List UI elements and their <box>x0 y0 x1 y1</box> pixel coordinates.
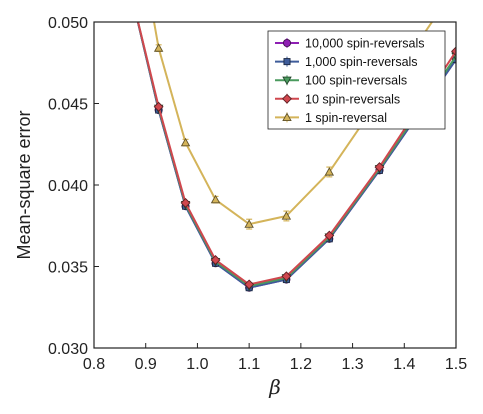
legend-marker <box>283 58 291 66</box>
data-point <box>153 101 164 112</box>
y-tick-label: 0.030 <box>48 341 88 358</box>
legend-marker <box>282 76 292 86</box>
y-axis-label: Mean-square error <box>14 110 34 259</box>
data-point <box>281 211 292 220</box>
x-ticks: 0.8 0.9 1.0 1.1 1.2 1.3 1.4 1.5 <box>83 343 467 373</box>
legend-item-4: 10 spin-reversals <box>275 92 400 106</box>
legend-item-1: 10,000 spin-reversals <box>275 37 425 51</box>
data-point <box>324 230 335 241</box>
legend-marker <box>282 38 292 48</box>
data-point <box>153 43 164 52</box>
series-layer <box>136 22 456 292</box>
legend-marker <box>282 93 292 104</box>
legend: 10,000 spin-reversals 1,000 spin-reversal… <box>267 30 446 130</box>
data-point <box>451 46 456 57</box>
x-tick-label: 1.4 <box>393 356 415 373</box>
legend-label: 1,000 spin-reversals <box>305 55 418 69</box>
data-point <box>324 167 335 176</box>
legend-label: 10 spin-reversals <box>305 92 400 106</box>
y-ticks: 0.030 0.035 0.040 0.045 0.050 <box>48 15 99 358</box>
legend-item-5: 1 spin-reversal <box>275 111 387 125</box>
data-point <box>244 219 254 228</box>
data-point <box>281 271 292 282</box>
data-point <box>244 279 255 290</box>
data-point <box>180 197 191 208</box>
legend-marker <box>282 112 292 122</box>
x-tick-label: 0.8 <box>83 356 105 373</box>
series-4 <box>137 22 456 290</box>
y-tick-label: 0.045 <box>48 97 88 114</box>
x-tick-label: 1.3 <box>341 356 363 373</box>
x-tick-label: 1.5 <box>445 356 467 373</box>
legend-item-3: 100 spin-reversals <box>275 74 407 88</box>
x-tick-label: 0.9 <box>135 356 157 373</box>
legend-label: 100 spin-reversals <box>305 74 407 88</box>
y-tick-label: 0.035 <box>48 260 88 277</box>
data-point <box>210 255 221 265</box>
data-point <box>180 137 191 147</box>
x-tick-label: 1.2 <box>290 356 312 373</box>
series-line <box>153 22 434 226</box>
y-tick-label: 0.040 <box>48 178 88 195</box>
x-axis-label: β <box>268 375 281 399</box>
x-tick-label: 1.0 <box>186 356 208 373</box>
legend-label: 10,000 spin-reversals <box>305 37 425 51</box>
series-5 <box>153 22 434 230</box>
legend-label: 1 spin-reversal <box>305 111 387 125</box>
data-point <box>374 162 385 173</box>
x-tick-label: 1.1 <box>238 356 260 373</box>
y-tick-label: 0.050 <box>48 15 88 32</box>
data-point <box>210 194 221 204</box>
legend-item-2: 1,000 spin-reversals <box>275 55 418 69</box>
